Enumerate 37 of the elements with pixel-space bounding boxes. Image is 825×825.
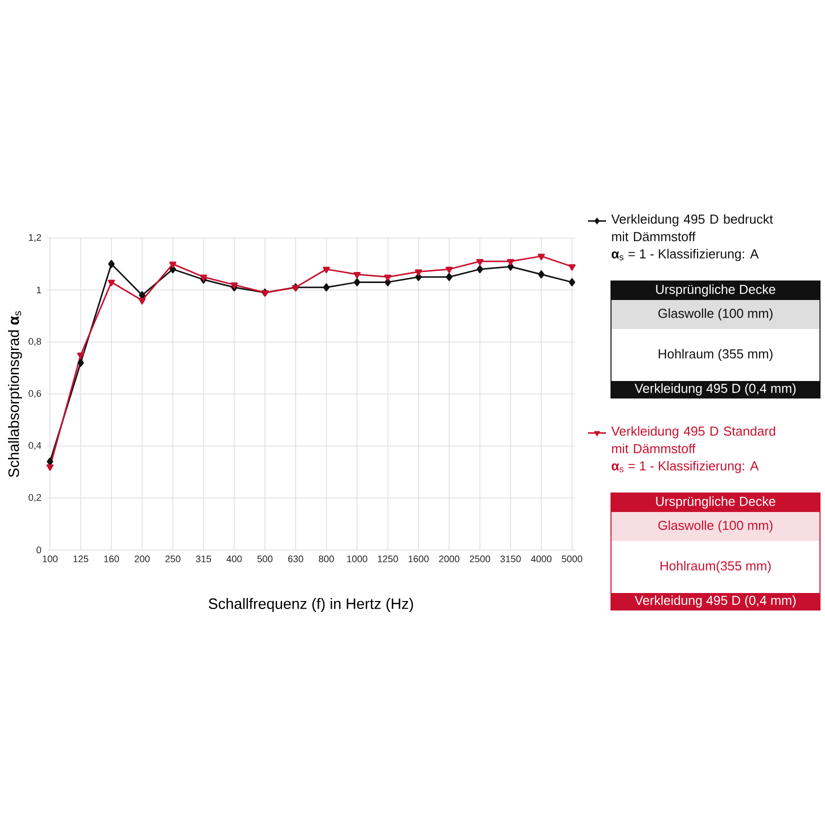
x-tick-label: 315 (196, 556, 212, 562)
x-tick-label: 5000 (562, 556, 582, 562)
text: Glaswolle (100 mm) (658, 520, 772, 533)
text: Glaswolle (100 mm) (658, 308, 772, 321)
y-tick-label: 1 (36, 286, 41, 294)
x-tick-label: 500 (257, 556, 272, 562)
x-tick-label: 1600 (408, 556, 429, 562)
text: α$_{s}$ = 1 - Klassifizierung: A (612, 460, 759, 474)
x-axis-title: Schallfrequenz (f) in Hertz (Hz) (208, 598, 413, 612)
y-tick-label: 0,8 (28, 338, 42, 346)
x-tick-label: 2500 (470, 556, 490, 562)
y-axis-title: Schallabsorptionsgrad α$_{s}$ (8, 311, 22, 478)
x-tick-label: 3150 (500, 556, 521, 562)
x-tick-label: 2000 (439, 556, 460, 562)
x-tick-label: 400 (226, 556, 242, 562)
text: Ursprüngliche Decke (656, 496, 776, 509)
x-tick-label: 160 (104, 556, 119, 562)
x-tick-label: 100 (42, 556, 58, 562)
x-tick-label: 1250 (378, 556, 398, 562)
text: α$_{s}$ = 1 - Klassifizierung: A (612, 248, 759, 262)
x-tick-label: 800 (318, 556, 334, 562)
x-tick-label: 4000 (530, 556, 552, 562)
text: Ursprüngliche Decke (656, 284, 776, 297)
text: Hohlraum (355 mm) (658, 348, 772, 362)
text: Hohlraum(355 mm) (660, 560, 771, 574)
x-tick-label: 200 (134, 556, 150, 562)
y-tick-label: 0,4 (28, 442, 42, 450)
y-tick-label: 1,2 (28, 234, 41, 242)
x-tick-label: 1000 (347, 556, 368, 562)
x-tick-label: 250 (165, 556, 180, 562)
x-tick-label: 125 (74, 556, 88, 562)
y-tick-label: 0,6 (28, 390, 42, 398)
y-tick-label: 0 (36, 546, 42, 554)
text: Verkleidung 495 D (0,4 mm) (634, 595, 796, 608)
y-tick-label: 0,2 (28, 494, 41, 502)
x-tick-label: 630 (288, 556, 304, 562)
text: Verkleidung 495 D (0,4 mm) (634, 383, 796, 396)
